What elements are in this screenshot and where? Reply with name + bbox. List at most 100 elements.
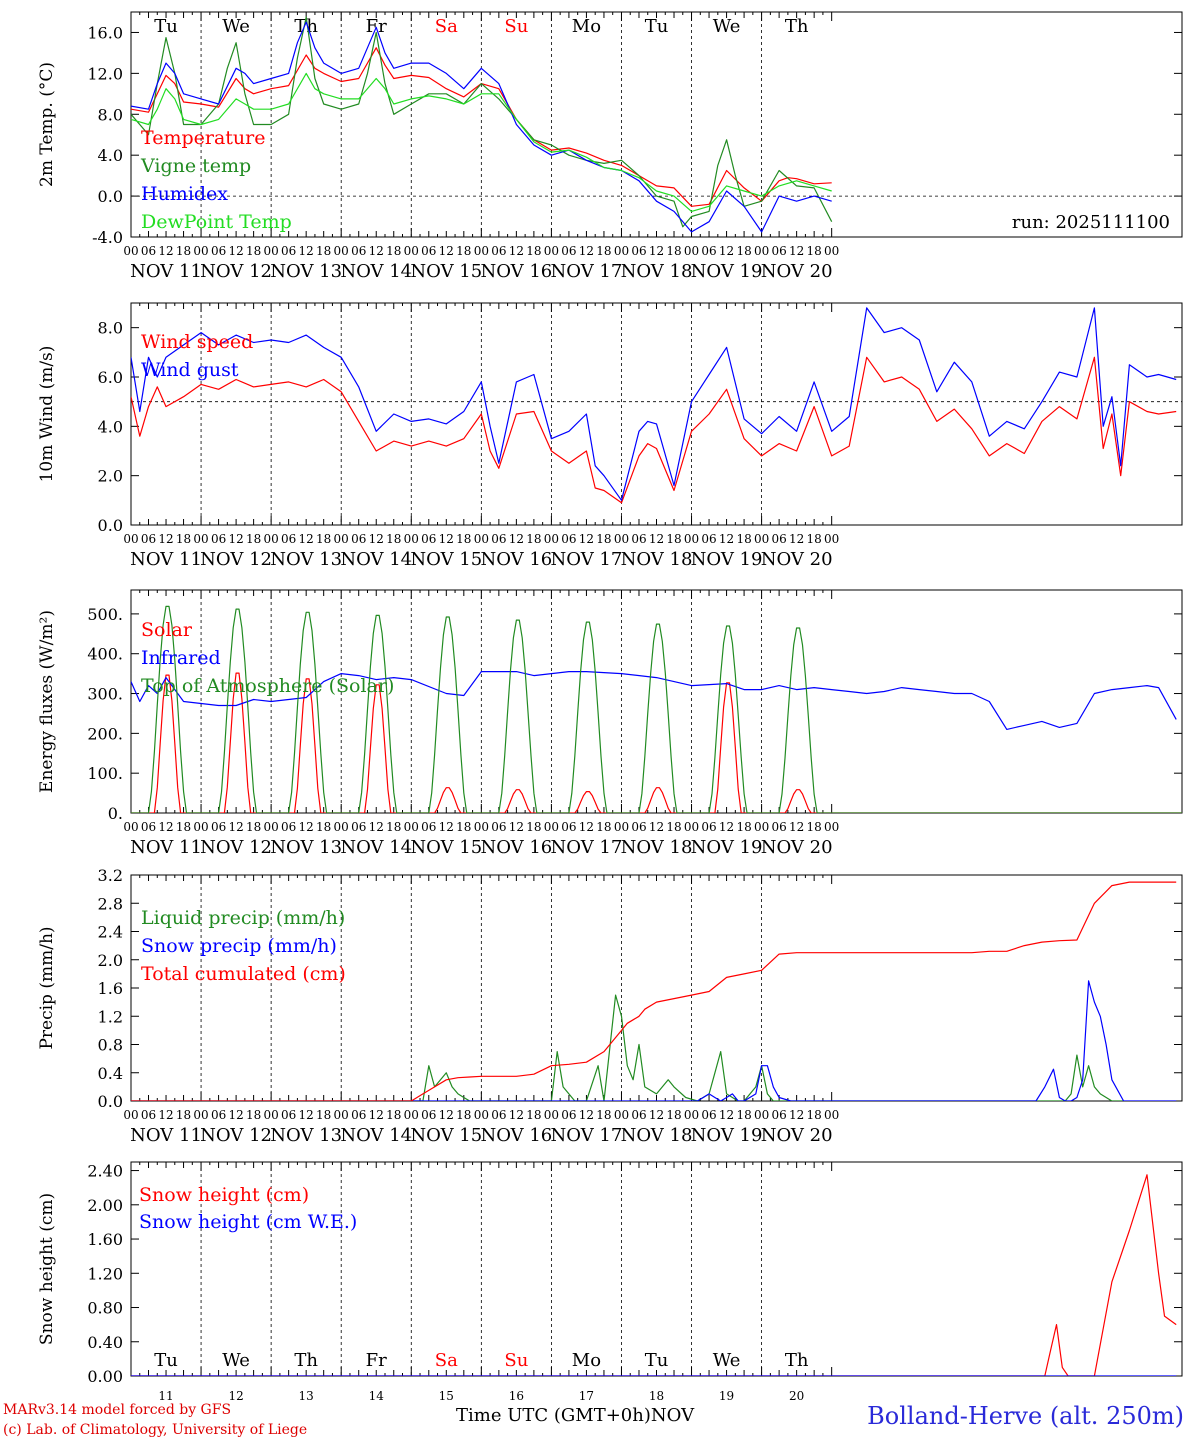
hour-tick-label: 06 [701, 532, 716, 546]
day-number-label: 17 [579, 1389, 594, 1403]
day-date-label: NOV 15 [410, 261, 482, 282]
hour-tick-label: 00 [123, 532, 138, 546]
hour-tick-label: 18 [526, 244, 541, 258]
series-line-humidex [131, 21, 832, 233]
legend-entry: DewPoint Temp [141, 211, 292, 233]
day-abbr-label: We [713, 16, 741, 37]
y-tick-label: 0.80 [87, 1299, 123, 1318]
hour-tick-label: 18 [526, 532, 541, 546]
hour-tick-label: 18 [456, 532, 471, 546]
day-date-label: NOV 16 [480, 549, 552, 570]
day-date-label: NOV 17 [551, 837, 623, 858]
hour-tick-label: 12 [719, 532, 734, 546]
hour-tick-label: 12 [299, 532, 314, 546]
panel-temp: -4.00.04.08.012.016.02m Temp. (°C)00 06 12… [37, 11, 1183, 282]
hour-tick-label: 06 [771, 532, 786, 546]
hour-tick-label: 12 [719, 244, 734, 258]
hour-tick-label: 06 [281, 532, 296, 546]
hour-tick-label: 00 [824, 1108, 839, 1122]
day-date-label: NOV 14 [340, 261, 412, 282]
hour-tick-label: 18 [807, 1108, 822, 1122]
series-line-wind-gust [131, 307, 1177, 501]
day-abbr-label: We [222, 1350, 250, 1371]
hour-tick-label: 00 [334, 1108, 349, 1122]
day-abbr-label: Mo [572, 1350, 601, 1371]
day-abbr-label: Fr [366, 1350, 387, 1371]
y-tick-label: -4.0 [92, 228, 123, 247]
day-date-label: NOV 17 [551, 1125, 623, 1146]
hour-tick-label: 00 [263, 820, 278, 834]
hour-tick-label: 18 [386, 244, 401, 258]
y-tick-label: 1.6 [98, 979, 123, 998]
y-axis-label: Energy fluxes (W/m²) [37, 610, 57, 793]
legend-entry: Humidex [141, 183, 228, 205]
day-abbr-label: Th [785, 1350, 809, 1371]
day-abbr-label: Su [504, 16, 528, 37]
hour-tick-label: 12 [299, 820, 314, 834]
hour-tick-label: 06 [141, 820, 156, 834]
hour-tick-label: 18 [666, 244, 681, 258]
hour-tick-label: 18 [386, 532, 401, 546]
hour-tick-label: 18 [246, 244, 261, 258]
plot-frame [130, 11, 1183, 238]
y-tick-label: 4.0 [98, 146, 123, 165]
hour-tick-label: 12 [369, 1108, 384, 1122]
hour-tick-label: 00 [193, 532, 208, 546]
hour-tick-label: 00 [193, 244, 208, 258]
hour-tick-label: 12 [509, 244, 524, 258]
legend-entry: Vigne temp [140, 155, 251, 177]
y-tick-label: 2.0 [98, 951, 123, 970]
hour-tick-label: 06 [281, 820, 296, 834]
day-date-label: NOV 12 [200, 1125, 272, 1146]
series-line-total-cumulated-cm [131, 881, 1177, 1101]
hour-tick-label: 00 [754, 532, 769, 546]
day-date-label: NOV 13 [270, 261, 342, 282]
hour-tick-label: 06 [561, 244, 576, 258]
day-date-label: NOV 14 [340, 837, 412, 858]
hour-tick-label: 00 [334, 820, 349, 834]
day-number-label: 20 [789, 1389, 804, 1403]
hour-tick-label: 00 [474, 1108, 489, 1122]
hour-tick-label: 06 [141, 532, 156, 546]
series-group [131, 307, 1177, 504]
day-date-label: NOV 16 [480, 837, 552, 858]
hour-tick-label: 00 [404, 1108, 419, 1122]
day-date-label: NOV 15 [410, 837, 482, 858]
legend-entry: Total cumulated (cm) [141, 963, 346, 985]
hour-tick-label: 12 [579, 1108, 594, 1122]
panel-energy: 0. 100. 200. 300. 400. 500. Energy fluxes (W/m… [37, 589, 1183, 858]
day-abbr-label: Th [294, 1350, 318, 1371]
day-date-label: NOV 14 [340, 549, 412, 570]
day-date-label: NOV 11 [130, 261, 202, 282]
y-tick-label: 12.0 [87, 64, 123, 83]
hour-tick-label: 18 [666, 1108, 681, 1122]
day-date-label: NOV 18 [621, 549, 693, 570]
hour-tick-label: 06 [491, 532, 506, 546]
hour-tick-label: 06 [561, 1108, 576, 1122]
y-axis-label: Snow height (cm) [37, 1193, 57, 1345]
hour-tick-label: 06 [561, 532, 576, 546]
hour-tick-label: 00 [614, 244, 629, 258]
legend-entry: Wind speed [141, 331, 253, 353]
hour-tick-label: 06 [211, 244, 226, 258]
hour-tick-label: 00 [544, 1108, 559, 1122]
y-tick-label: 8.0 [98, 319, 123, 338]
hour-tick-label: 12 [158, 820, 173, 834]
hour-tick-label: 00 [684, 532, 699, 546]
hour-tick-label: 12 [789, 532, 804, 546]
hour-tick-label: 12 [369, 244, 384, 258]
hour-tick-label: 06 [421, 1108, 436, 1122]
hour-tick-label: 00 [334, 532, 349, 546]
time-utc-label: Time UTC (GMT+0h) [456, 1405, 651, 1426]
series-line-infrared [131, 670, 1177, 731]
hour-tick-label: 18 [807, 532, 822, 546]
y-tick-label: 2.40 [87, 1162, 123, 1181]
plot-frame [130, 589, 1183, 814]
series-line-snow-height-cm [131, 1174, 1177, 1376]
hour-tick-label: 18 [246, 532, 261, 546]
hour-tick-label: 12 [509, 532, 524, 546]
hour-tick-label: 18 [176, 532, 191, 546]
hour-tick-label: 12 [158, 244, 173, 258]
legend-entry: Temperature [141, 127, 265, 149]
plot-frame [130, 302, 1183, 526]
